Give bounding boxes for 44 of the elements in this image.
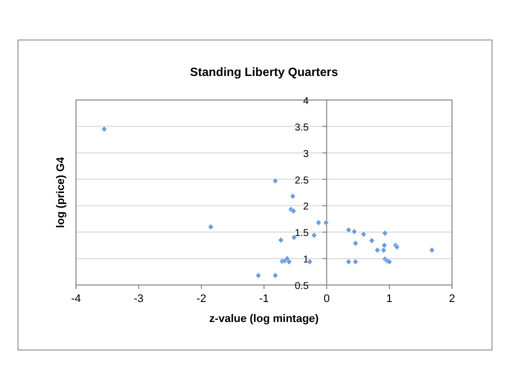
point [290, 208, 296, 214]
y-axis-title: log (price) G4 [55, 156, 67, 228]
y-tick-label: 3 [303, 148, 310, 160]
point [386, 258, 392, 265]
point [382, 230, 388, 236]
y-tick-label: 0.5 [294, 281, 310, 292]
point [323, 219, 329, 226]
point [346, 226, 352, 234]
point [316, 219, 322, 226]
point [255, 272, 262, 279]
x-tick-label: 1 [386, 293, 392, 305]
point [278, 236, 284, 244]
x-tick-label: 2 [448, 293, 456, 305]
point [101, 126, 108, 132]
point [352, 240, 358, 246]
point [272, 272, 278, 279]
point [351, 228, 358, 235]
point [381, 242, 388, 249]
point [291, 234, 297, 241]
y-tick-label: 2 [303, 202, 310, 213]
y-tick-label: 1 [303, 254, 310, 266]
y-tick-label: 3.5 [294, 122, 310, 134]
point [290, 193, 296, 200]
x-tick-label: -2 [196, 293, 206, 305]
point [360, 231, 367, 238]
x-tick-label: -3 [134, 293, 144, 305]
chart-title: Standing Liberty Quarters [190, 65, 338, 79]
point [368, 237, 375, 244]
point [352, 258, 358, 265]
x-tick-label: -1 [259, 293, 269, 305]
point [272, 178, 278, 184]
y-tick-label: 2.5 [294, 175, 310, 186]
x-tick-label: -4 [71, 293, 81, 305]
point [286, 258, 292, 265]
x-tick-label: 0 [324, 293, 330, 305]
point [374, 246, 380, 254]
point [429, 246, 435, 254]
x-axis-title: z-value (log mintage) [209, 313, 320, 325]
point [311, 232, 318, 239]
point [380, 246, 387, 254]
point [346, 258, 352, 265]
point [208, 224, 214, 230]
y-tick-label: 4 [303, 96, 310, 107]
y-tick-label: 1.5 [294, 228, 310, 240]
